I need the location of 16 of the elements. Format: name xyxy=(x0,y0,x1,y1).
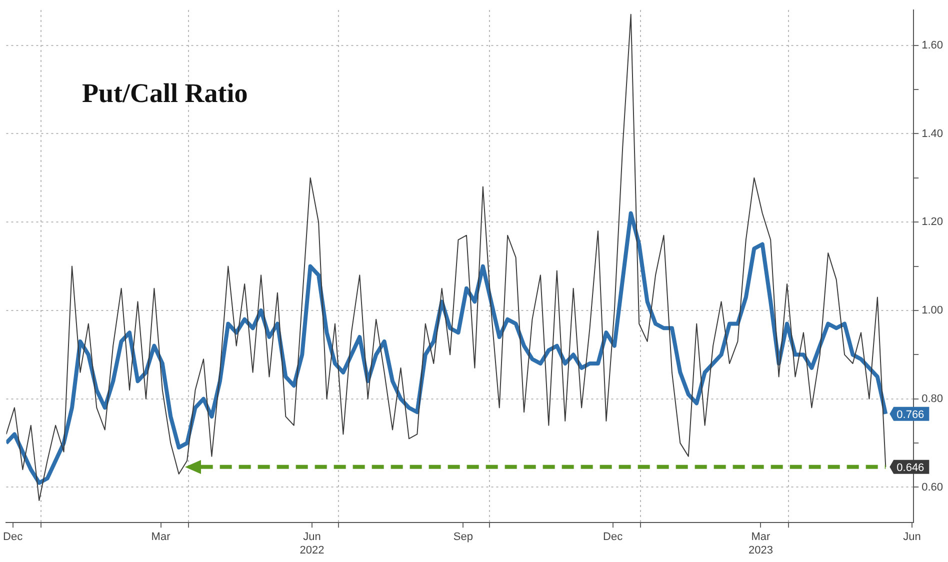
x-tick-label: Mar 2023 xyxy=(748,531,773,556)
text: Put/Call Ratio xyxy=(82,78,248,109)
x-tick-label: Jun xyxy=(903,531,921,544)
x-tick-label: Jun 2022 xyxy=(300,531,324,556)
data-label: 0.646 xyxy=(896,462,924,474)
y-tick-label: 1.20 xyxy=(922,216,944,228)
data-label: 0.766 xyxy=(896,408,924,421)
y-tick-label: 0.60 xyxy=(922,481,944,494)
x-tick-label: Mar xyxy=(151,531,171,544)
x-tick-label: Dec xyxy=(3,531,24,544)
y-tick-label: 1.60 xyxy=(922,39,944,52)
y-tick-label: 0.80 xyxy=(922,392,944,405)
x-tick-label: Dec xyxy=(603,531,624,544)
x-tick-label: Sep xyxy=(453,531,473,544)
y-tick-label: 1.00 xyxy=(922,304,944,317)
y-tick-label: 1.40 xyxy=(922,128,944,140)
